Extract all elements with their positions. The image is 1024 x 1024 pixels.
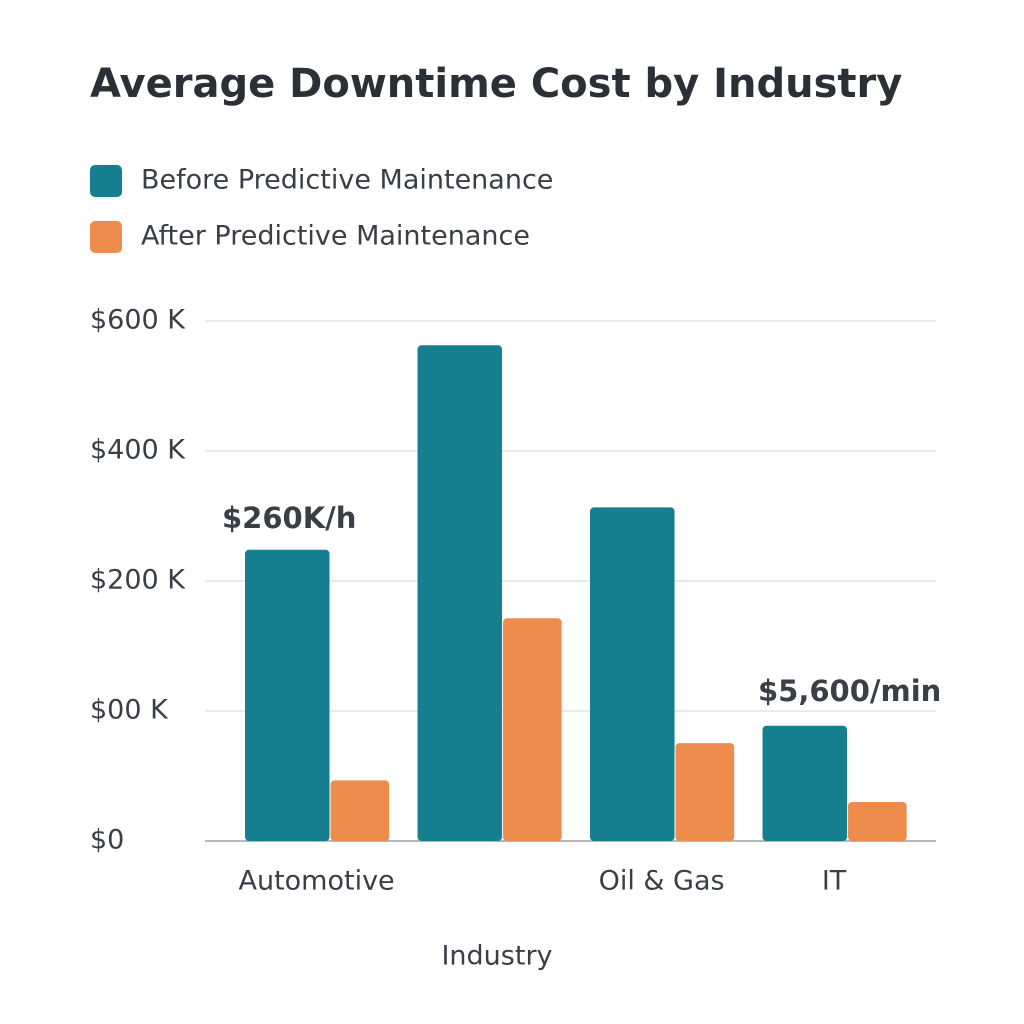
chart-title: Average Downtime Cost by Industry <box>90 61 902 107</box>
legend-swatch <box>90 165 122 197</box>
y-tick-label: $400 K <box>90 435 186 466</box>
legend-swatch <box>90 221 122 253</box>
y-tick-label: $200 K <box>90 565 186 596</box>
annotation: $5,600/min <box>758 674 941 708</box>
bar <box>330 780 390 841</box>
x-tick-label: IT <box>822 866 847 897</box>
x-tick-label: Oil & Gas <box>599 866 725 897</box>
y-tick-label: $0 <box>90 825 124 856</box>
bar <box>590 507 675 841</box>
x-axis-label: Industry <box>441 941 552 972</box>
y-tick-label: $600 K <box>90 305 186 336</box>
bar <box>675 743 735 841</box>
legend-label: After Predictive Maintenance <box>141 221 530 252</box>
bar <box>848 802 907 841</box>
legend-label: Before Predictive Maintenance <box>141 165 553 196</box>
annotation: $260K/h <box>222 501 356 535</box>
bar <box>503 618 562 841</box>
y-tick-label: $00 K <box>90 695 169 726</box>
x-tick-label: Automotive <box>238 866 394 897</box>
bar <box>245 549 330 841</box>
bar <box>417 345 503 841</box>
bar <box>762 725 848 841</box>
